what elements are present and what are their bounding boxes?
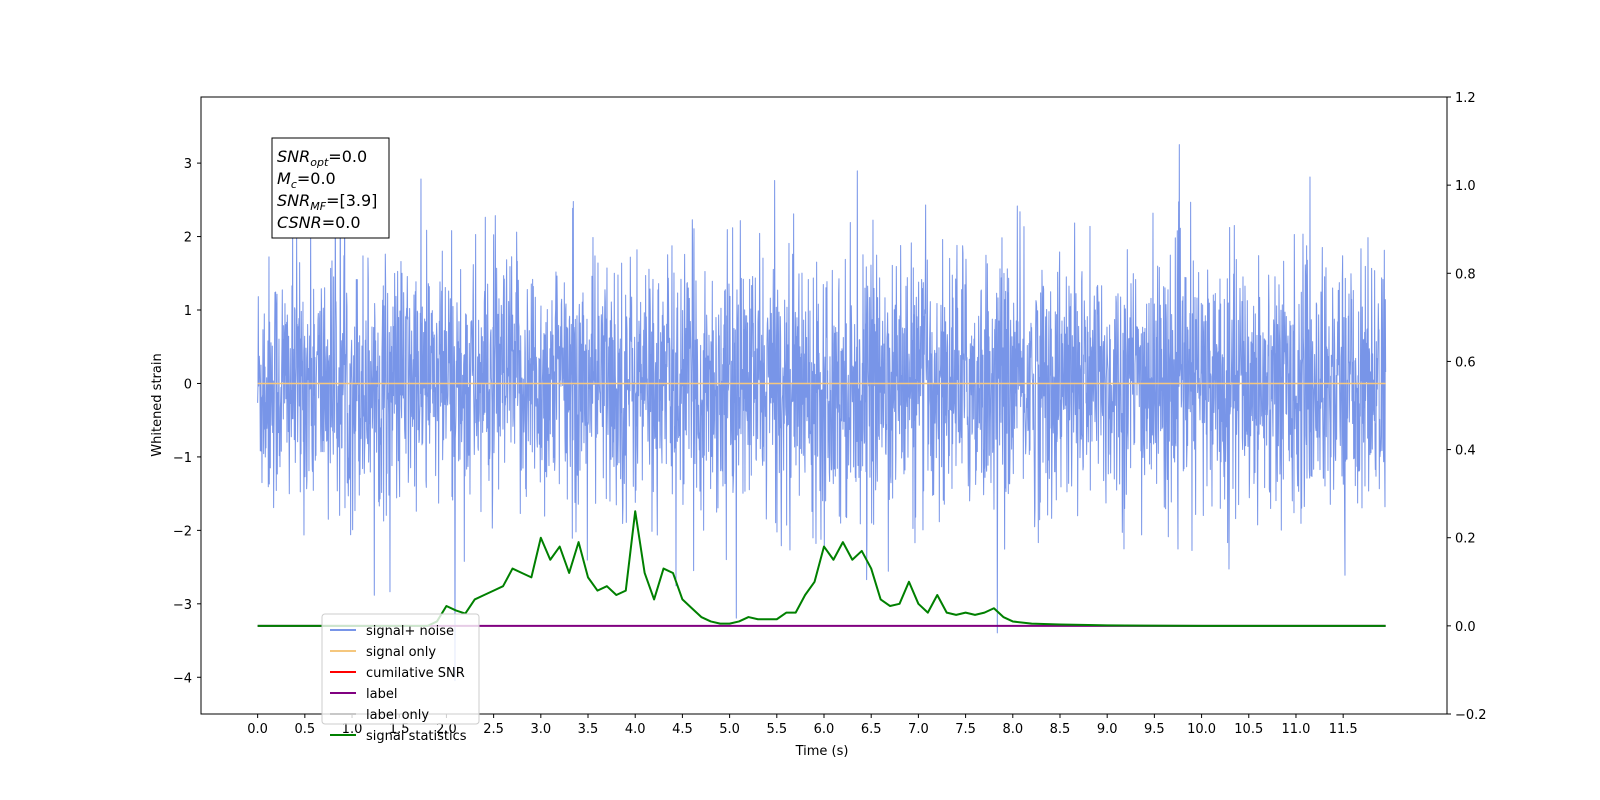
y-tick-label-right: 0.4 xyxy=(1455,444,1476,459)
x-tick-label: 2.0 xyxy=(436,722,457,737)
y-tick-label-left: −3 xyxy=(173,598,192,613)
y-tick-label-left: 2 xyxy=(184,231,192,246)
x-tick-label: 4.5 xyxy=(672,722,693,737)
stats-line: SNRMF=[3.9] xyxy=(277,191,377,213)
stats-subscript: MF xyxy=(310,200,326,213)
x-axis-label: Time (s) xyxy=(795,744,849,759)
signal-statistics-line xyxy=(257,510,1386,627)
y-tick-label-right: 1.2 xyxy=(1455,91,1476,106)
y-tick-label-right: 1.0 xyxy=(1455,179,1476,194)
x-tick-label: 9.5 xyxy=(1144,722,1165,737)
stats-value: =0.0 xyxy=(328,147,367,166)
stats-subscript: opt xyxy=(310,156,329,169)
legend-entry: cumilative SNR xyxy=(366,666,465,681)
x-tick-label: 3.5 xyxy=(578,722,599,737)
legend-frame xyxy=(321,613,480,725)
legend: signal+ noise signal only cumilative SNR la… xyxy=(321,613,480,744)
stats-value: =[3.9] xyxy=(326,191,377,210)
x-tick-label: 10.0 xyxy=(1187,722,1216,737)
x-axis: 0.0 0.5 1.0 1.5 2.0 2.5 3.0 3.5 4.0 4.5 5.0 5.5 6.0 6… xyxy=(247,714,1358,737)
x-tick-label: 6.5 xyxy=(861,722,882,737)
signal-noise-line xyxy=(257,144,1387,682)
y-tick-label-right: −0.2 xyxy=(1455,708,1487,723)
stats-symbol: CSNR xyxy=(277,213,322,232)
y-tick-label-right: 0.0 xyxy=(1455,620,1476,635)
legend-entry: signal only xyxy=(366,645,436,660)
x-tick-label: 1.0 xyxy=(342,722,363,737)
x-tick-label: 10.5 xyxy=(1234,722,1263,737)
x-tick-label: 11.5 xyxy=(1329,722,1358,737)
stats-symbol: SNR xyxy=(277,147,310,166)
x-tick-label: 2.5 xyxy=(483,722,504,737)
y-tick-label-left: 3 xyxy=(184,157,192,172)
x-tick-label: 1.5 xyxy=(389,722,410,737)
legend-entry: label only xyxy=(366,708,429,723)
x-tick-label: 8.5 xyxy=(1050,722,1071,737)
stats-value: =0.0 xyxy=(297,169,336,188)
x-tick-label: 0.0 xyxy=(247,722,268,737)
x-tick-label: 5.5 xyxy=(766,722,787,737)
stats-line: CSNR=0.0 xyxy=(277,213,361,232)
x-tick-label: 0.5 xyxy=(294,722,315,737)
y-tick-label-left: −4 xyxy=(173,671,192,686)
x-tick-label: 6.0 xyxy=(814,722,835,737)
x-tick-label: 5.0 xyxy=(719,722,740,737)
y-tick-label-right: 0.8 xyxy=(1455,267,1476,282)
y-tick-label-right: 0.2 xyxy=(1455,532,1476,547)
legend-entry: signal+ noise xyxy=(366,624,454,639)
x-tick-label: 7.5 xyxy=(955,722,976,737)
stats-value: =0.0 xyxy=(322,213,361,232)
y-tick-label-left: −2 xyxy=(173,524,192,539)
legend-entry: label xyxy=(366,687,397,702)
y-tick-label-right: 0.6 xyxy=(1455,355,1476,370)
y-axis-right: 1.2 1.0 0.8 0.6 0.4 0.2 0.0 −0.2 xyxy=(1447,91,1487,723)
stats-line: Mc=0.0 xyxy=(277,169,336,191)
x-tick-label: 3.0 xyxy=(530,722,551,737)
stats-symbol: M xyxy=(277,169,291,188)
x-tick-label: 4.0 xyxy=(625,722,646,737)
y-tick-label-left: 1 xyxy=(184,304,192,319)
stats-line: SNRopt=0.0 xyxy=(277,147,367,169)
stats-subscript: c xyxy=(291,178,297,191)
x-tick-label: 11.0 xyxy=(1281,722,1310,737)
legend-entry: signal statistics xyxy=(366,729,467,744)
x-tick-label: 7.0 xyxy=(908,722,929,737)
stats-box-frame xyxy=(271,137,390,239)
x-tick-label: 8.0 xyxy=(1002,722,1023,737)
y-axis-label: Whitened strain xyxy=(150,353,165,456)
y-tick-label-left: −1 xyxy=(173,451,192,466)
stats-symbol: SNR xyxy=(277,191,310,210)
y-tick-label-left: 0 xyxy=(184,377,192,392)
y-axis-left: 3 2 1 0 −1 −2 −3 −4 xyxy=(173,157,201,686)
x-tick-label: 9.0 xyxy=(1097,722,1118,737)
